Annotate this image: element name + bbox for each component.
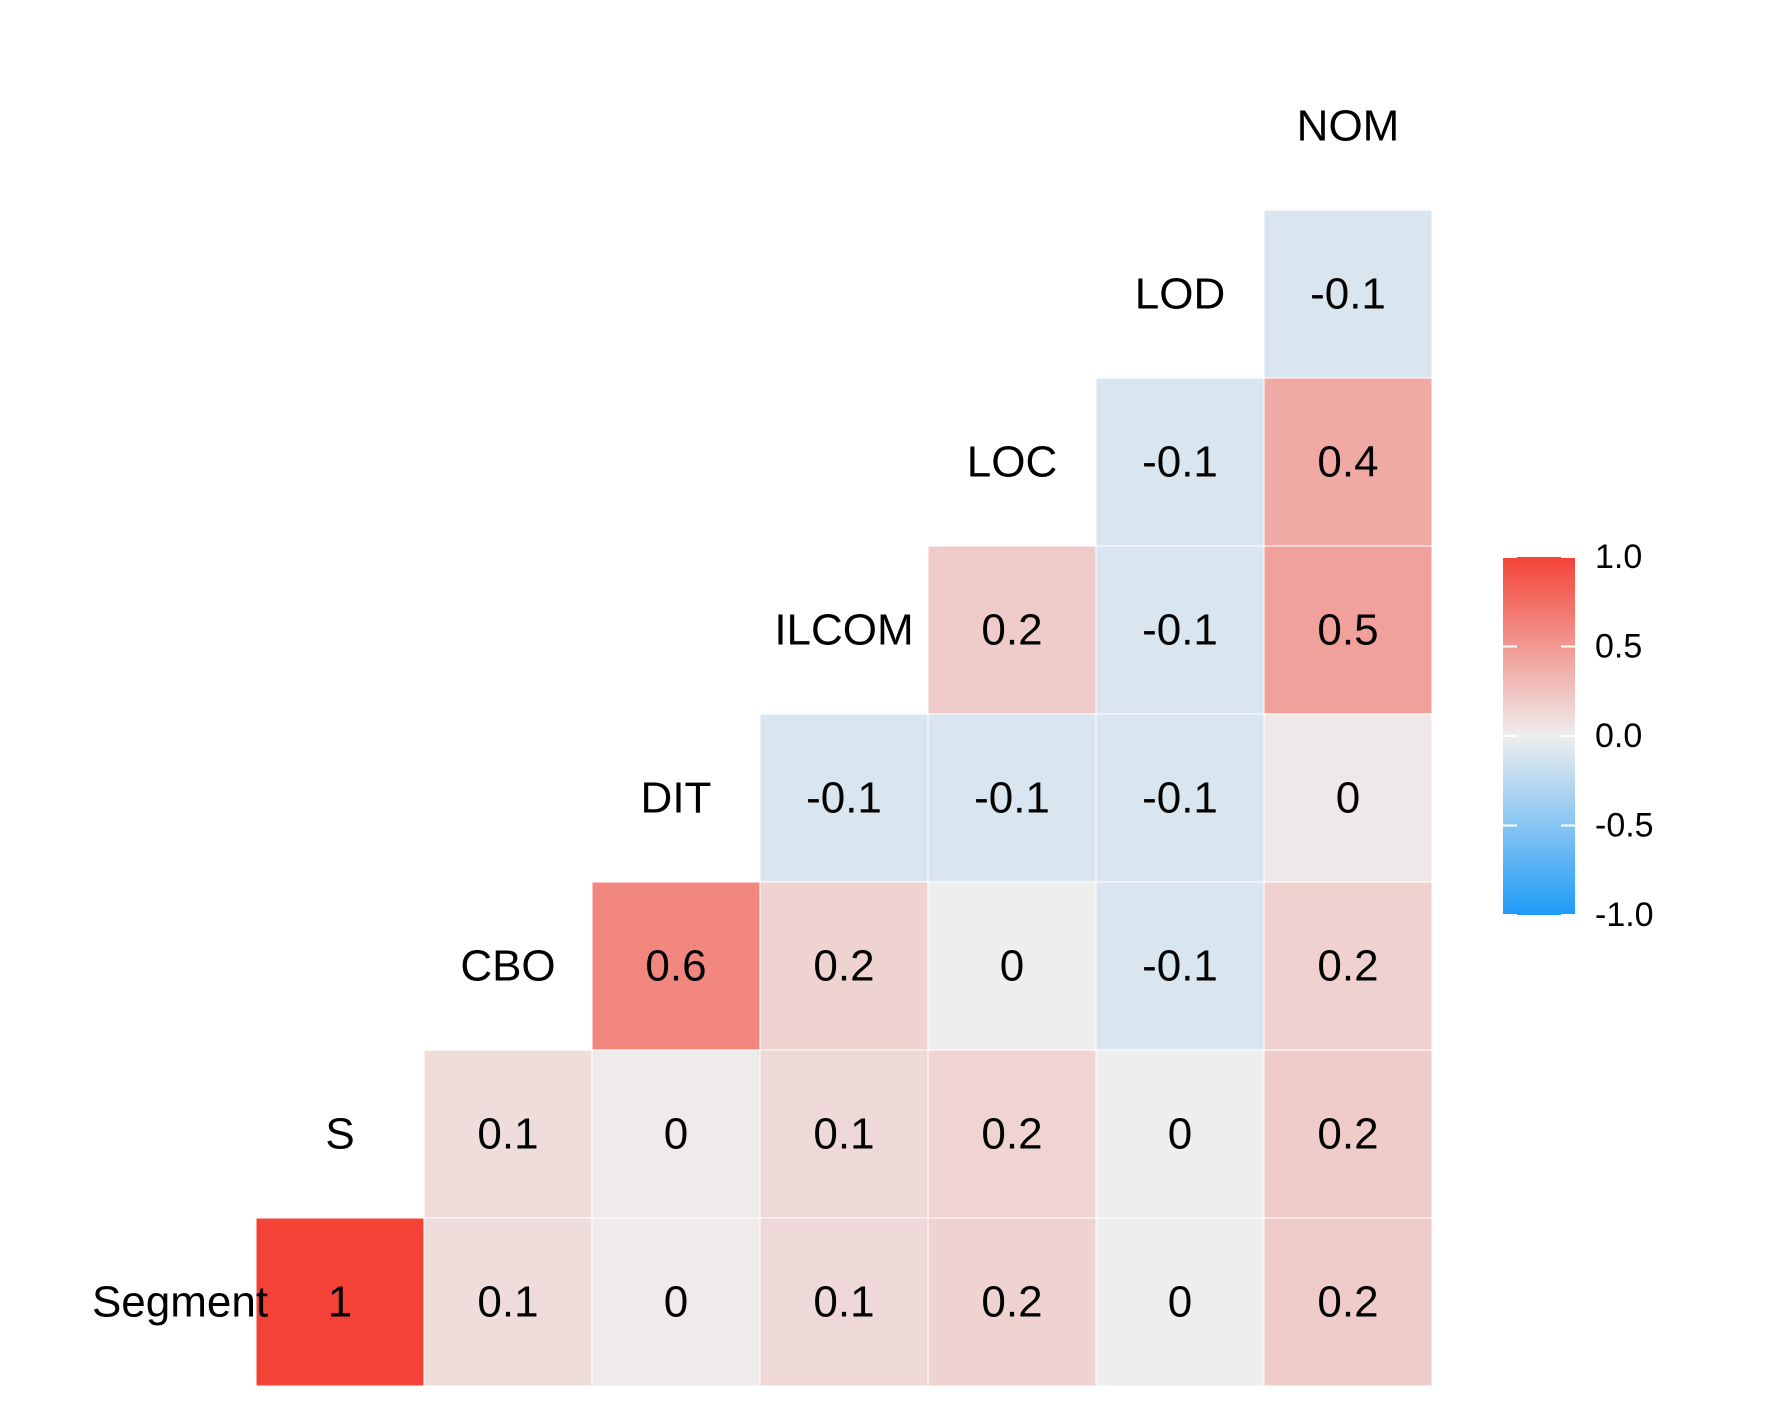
heatmap-cell (927, 545, 1097, 715)
cell-value-label: -0.1 (1142, 606, 1218, 655)
legend-tick-label: 0.0 (1595, 717, 1642, 755)
cell-value-label: 0.2 (981, 1110, 1042, 1159)
heatmap-cell (591, 1049, 761, 1219)
cell-value-label: -0.1 (1142, 438, 1218, 487)
legend-ticks: 1.0 0.5 0.0 -0.5 -1.0 (1503, 538, 1654, 934)
heatmap-cell (1263, 209, 1433, 379)
heatmap-cell (1263, 377, 1433, 547)
heatmap-cells: 1 0.1 0 0.1 0.2 0 0.2 0.1 0 0.1 0.2 0 0.2 0.6 0.2 0 -0.1… (255, 209, 1433, 1387)
heatmap-cell (927, 713, 1097, 883)
variable-label: LOC (967, 438, 1057, 487)
variable-label: NOM (1297, 102, 1400, 151)
heatmap-cell (759, 1049, 929, 1219)
variable-label: CBO (460, 942, 555, 991)
cell-value-label: 0 (664, 1278, 688, 1327)
cell-value-label: 0 (1168, 1110, 1192, 1159)
cell-value-label: -0.1 (1142, 942, 1218, 991)
cell-value-label: -0.1 (806, 774, 882, 823)
heatmap-cell (591, 881, 761, 1051)
variable-labels: Segment S CBO DIT ILCOM LOC LOD NOM (92, 102, 1399, 1327)
heatmap-cell (1095, 377, 1265, 547)
cell-value-label: 0 (664, 1110, 688, 1159)
variable-label: DIT (641, 774, 712, 823)
color-legend: 1.0 0.5 0.0 -0.5 -1.0 (1503, 538, 1654, 934)
cell-value-label: 0 (1336, 774, 1360, 823)
cell-value-label: 0.2 (1317, 1110, 1378, 1159)
cell-value-label: 0.2 (1317, 1278, 1378, 1327)
cell-value-label: -0.1 (974, 774, 1050, 823)
cell-value-label: 0 (1168, 1278, 1192, 1327)
heatmap-cell (1095, 1217, 1265, 1387)
legend-tick-label: 1.0 (1595, 538, 1642, 576)
cell-value-label: 0.1 (813, 1278, 874, 1327)
heatmap-cell (423, 1049, 593, 1219)
legend-tick-label: -0.5 (1595, 807, 1654, 845)
heatmap-cell (759, 1217, 929, 1387)
cell-value-label: -0.1 (1310, 270, 1386, 319)
cell-value-label: 0 (1000, 942, 1024, 991)
heatmap-cell (1263, 545, 1433, 715)
heatmap-cell (759, 713, 929, 883)
heatmap-cell (1263, 881, 1433, 1051)
heatmap-cell (927, 881, 1097, 1051)
legend-tick-label: -1.0 (1595, 896, 1654, 934)
cell-value-label: 0.5 (1317, 606, 1378, 655)
cell-value-label: 0.2 (1317, 942, 1378, 991)
variable-label: ILCOM (774, 606, 913, 655)
heatmap-cell (1095, 713, 1265, 883)
heatmap-cell (423, 1217, 593, 1387)
heatmap-cell (1263, 1049, 1433, 1219)
heatmap-cell (1263, 1217, 1433, 1387)
cell-value-label: -0.1 (1142, 774, 1218, 823)
heatmap-cell (1095, 1049, 1265, 1219)
legend-tick-label: 0.5 (1595, 628, 1642, 666)
cell-value-label: 0.1 (813, 1110, 874, 1159)
heatmap-cell (927, 1217, 1097, 1387)
cell-value-label: 0.4 (1317, 438, 1378, 487)
cell-value-label: 0.1 (477, 1110, 538, 1159)
cell-value-label: 0.2 (813, 942, 874, 991)
variable-label: S (325, 1110, 354, 1159)
variable-label: LOD (1135, 270, 1225, 319)
cell-value-label: 0.6 (645, 942, 706, 991)
cell-value-label: 0.2 (981, 1278, 1042, 1327)
heatmap-cell (759, 881, 929, 1051)
heatmap-cell (255, 1217, 425, 1387)
heatmap-cell (1095, 881, 1265, 1051)
cell-value-label: 0.2 (981, 606, 1042, 655)
cell-value-label: 1 (328, 1278, 352, 1327)
variable-label: Segment (92, 1278, 268, 1327)
cell-value-label: 0.1 (477, 1278, 538, 1327)
